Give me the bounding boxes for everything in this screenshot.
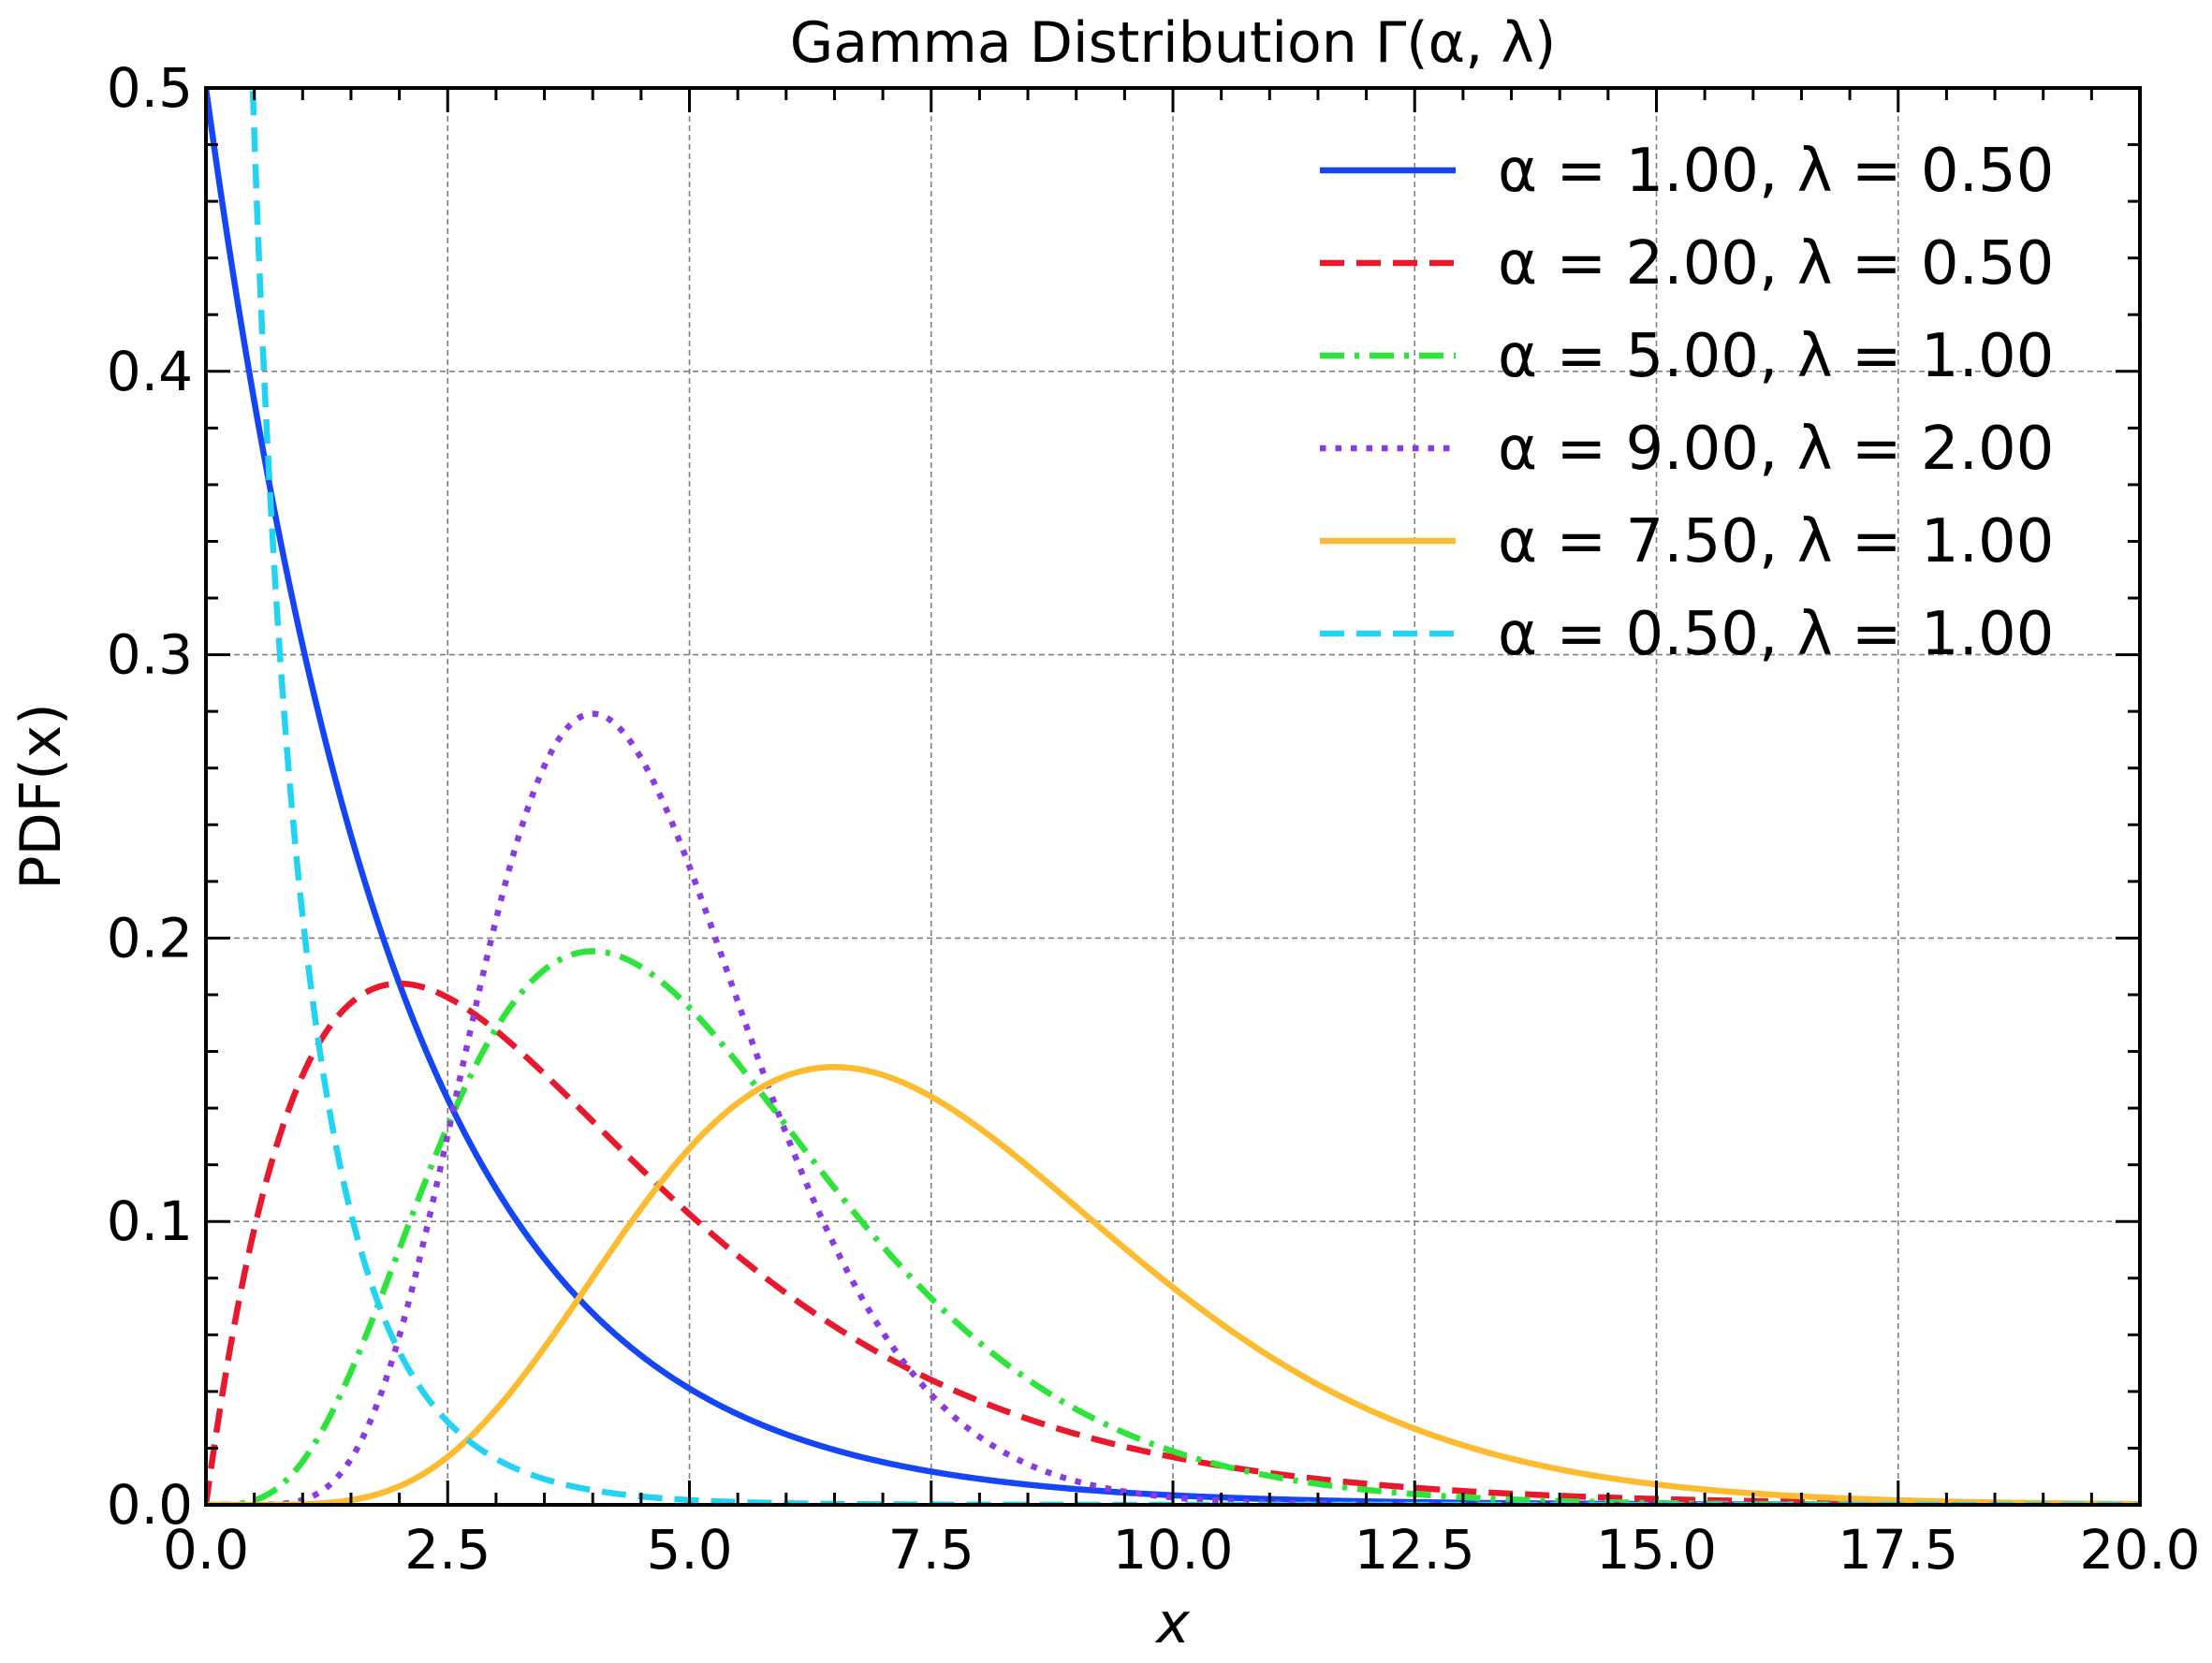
x-tick-labels: 0.0 2.5 5.0 7.5 10.0 12.5 15.0 17.5 20.0 xyxy=(163,1518,2201,1582)
legend-label-1: α = 1.00, λ = 0.50 xyxy=(1498,137,2054,206)
series-line-4 xyxy=(206,710,2140,1505)
x-tick-label: 5.0 xyxy=(646,1518,732,1582)
y-tick-label: 0.4 xyxy=(107,340,193,403)
y-tick-label: 0.2 xyxy=(107,906,193,970)
plot-frame xyxy=(204,86,2142,1507)
grid-lines xyxy=(206,88,2140,1505)
legend-label-5: α = 7.50, λ = 1.00 xyxy=(1498,507,2054,576)
legend-label-4: α = 9.00, λ = 2.00 xyxy=(1498,415,2054,484)
series-line-1 xyxy=(206,88,2140,1505)
y-tick-label: 0.0 xyxy=(107,1473,193,1537)
y-tick-label: 0.1 xyxy=(107,1189,193,1253)
y-tick-label: 0.5 xyxy=(107,56,193,120)
legend: α = 1.00, λ = 0.50 α = 2.00, λ = 0.50 α = … xyxy=(1320,137,2054,669)
axis-ticks xyxy=(204,86,2142,1507)
x-tick-label: 12.5 xyxy=(1355,1518,1475,1582)
y-tick-label: 0.3 xyxy=(107,623,193,687)
legend-label-3: α = 5.00, λ = 1.00 xyxy=(1498,322,2054,391)
x-axis-label: x xyxy=(1154,1591,1190,1656)
legend-label-6: α = 0.50, λ = 1.00 xyxy=(1498,600,2054,669)
legend-label-2: α = 2.00, λ = 0.50 xyxy=(1498,229,2054,299)
x-tick-label: 2.5 xyxy=(404,1518,491,1582)
x-tick-label: 15.0 xyxy=(1596,1518,1717,1582)
y-tick-labels: 0.0 0.1 0.2 0.3 0.4 0.5 xyxy=(107,56,193,1537)
series-line-5 xyxy=(206,1063,2140,1505)
x-tick-label: 7.5 xyxy=(888,1518,974,1582)
chart-title: Gamma Distribution Γ(α, λ) xyxy=(790,10,1557,76)
x-tick-label: 10.0 xyxy=(1112,1518,1233,1582)
x-tick-label: 0.0 xyxy=(163,1518,249,1582)
x-tick-label: 17.5 xyxy=(1838,1518,1958,1582)
y-axis-label: PDF(x) xyxy=(8,703,74,889)
x-tick-label: 20.0 xyxy=(2079,1518,2200,1582)
